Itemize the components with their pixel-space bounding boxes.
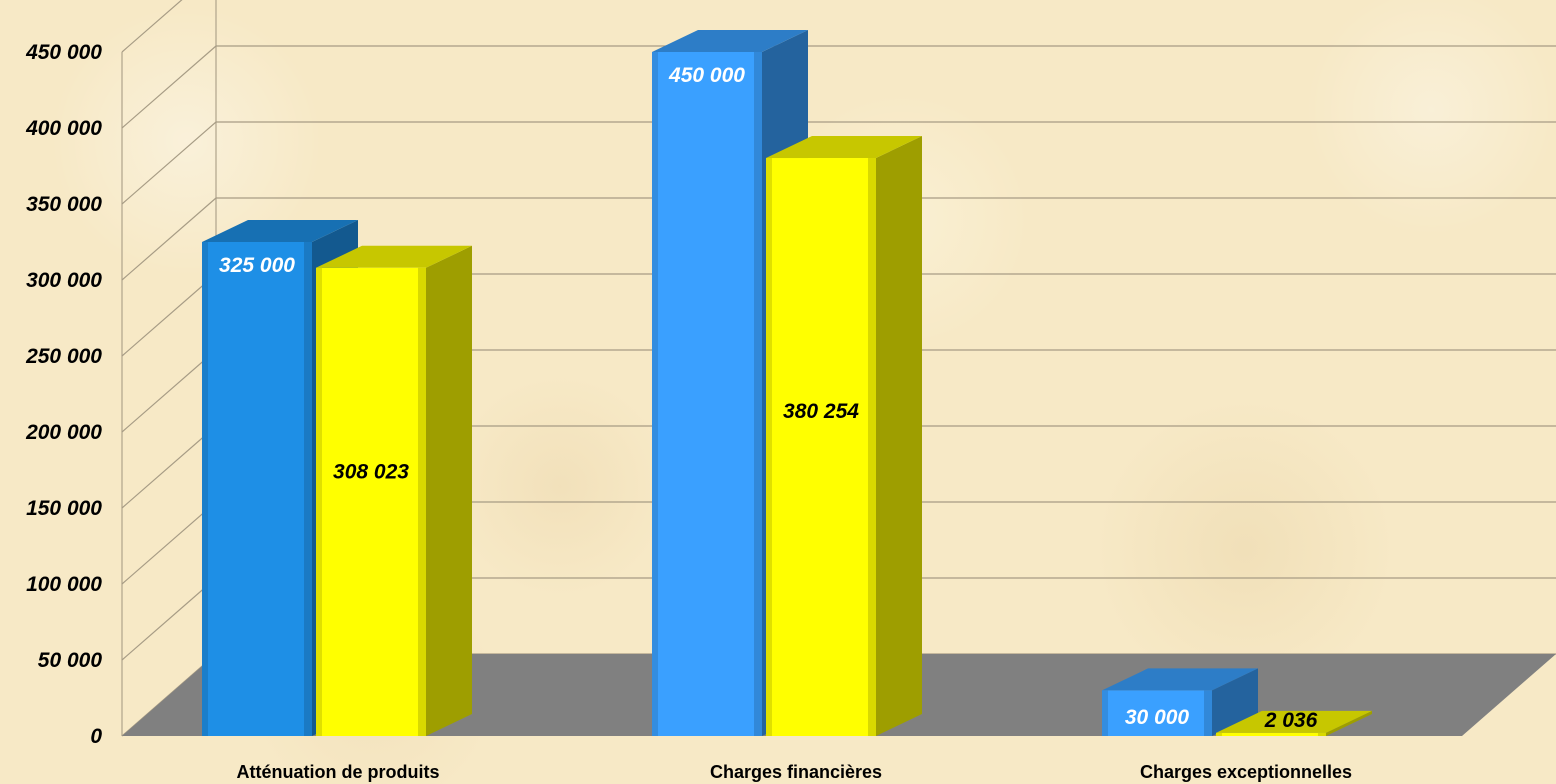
data-label-s2-c2: 380 254 <box>783 400 859 423</box>
y-tick-label: 250 000 <box>25 345 102 368</box>
data-label-s2-c1: 308 023 <box>333 460 409 483</box>
y-tick-label: 400 000 <box>25 117 102 140</box>
y-axis-ticks: 0 50 000 100 000 150 000 200 000 250 000 300 0… <box>25 41 102 748</box>
gridline <box>121 45 1556 129</box>
y-tick-label: 450 000 <box>25 41 102 64</box>
y-tick-label: 150 000 <box>26 497 102 520</box>
x-category-label: Charges financières <box>710 762 882 782</box>
chart-walls <box>121 0 217 736</box>
gridline <box>121 121 1556 205</box>
gridline <box>121 0 183 53</box>
y-tick-label: 50 000 <box>38 649 103 672</box>
y-tick-label: 300 000 <box>26 269 102 292</box>
data-labels: 325 000 308 023 450 000 380 254 30 000 2 036 <box>219 64 1318 732</box>
data-label-s1-c1: 325 000 <box>219 254 295 277</box>
x-category-label: Charges exceptionnelles <box>1140 762 1352 782</box>
y-tick-label: 200 000 <box>25 421 102 444</box>
y-tick-label: 100 000 <box>26 573 102 596</box>
bar-s2-c2 <box>766 136 922 736</box>
data-label-s1-c3: 30 000 <box>1125 706 1190 729</box>
x-axis-categories: Atténuation de produits Charges financièr… <box>237 762 1353 782</box>
data-label-s1-c2: 450 000 <box>668 64 745 87</box>
bar-s2-c1 <box>316 245 472 736</box>
y-tick-label: 0 <box>90 725 102 748</box>
bars <box>202 30 1372 736</box>
bar-s2-c3 <box>1216 710 1372 736</box>
x-category-label: Atténuation de produits <box>237 762 440 782</box>
data-label-s2-c3: 2 036 <box>1264 709 1318 732</box>
y-tick-label: 350 000 <box>26 193 102 216</box>
